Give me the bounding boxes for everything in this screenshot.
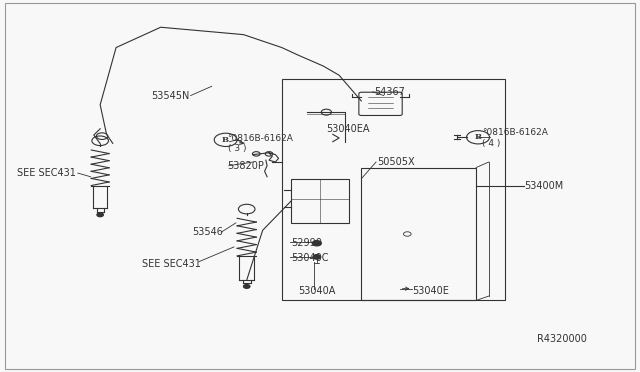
Bar [362, 167, 476, 301]
Circle shape [312, 241, 321, 246]
Text: B: B [474, 133, 481, 141]
Text: SEE SEC431: SEE SEC431 [141, 259, 200, 269]
Text: 52990: 52990 [291, 238, 322, 248]
Bar [291, 179, 349, 223]
Text: R4320000: R4320000 [537, 334, 586, 344]
Text: 53040A: 53040A [298, 286, 335, 296]
Text: 53040E: 53040E [412, 286, 449, 296]
Text: 53546: 53546 [193, 227, 223, 237]
Text: °0816B-6162A
( 4 ): °0816B-6162A ( 4 ) [483, 128, 548, 148]
Text: 53040EA: 53040EA [326, 124, 370, 134]
Circle shape [313, 255, 321, 259]
Text: 50505X: 50505X [378, 157, 415, 167]
Text: 53040C: 53040C [291, 253, 329, 263]
Circle shape [97, 213, 103, 217]
Text: 54367: 54367 [374, 87, 405, 97]
Text: SEE SEC431: SEE SEC431 [17, 168, 76, 178]
Text: 53400M: 53400M [524, 181, 563, 191]
Text: B: B [222, 136, 229, 144]
Text: °0816B-6162A
( 3 ): °0816B-6162A ( 3 ) [228, 134, 294, 153]
Circle shape [244, 285, 250, 288]
Bar [282, 79, 505, 301]
Text: 53820P: 53820P [228, 161, 264, 171]
Text: 53545N: 53545N [151, 90, 189, 100]
